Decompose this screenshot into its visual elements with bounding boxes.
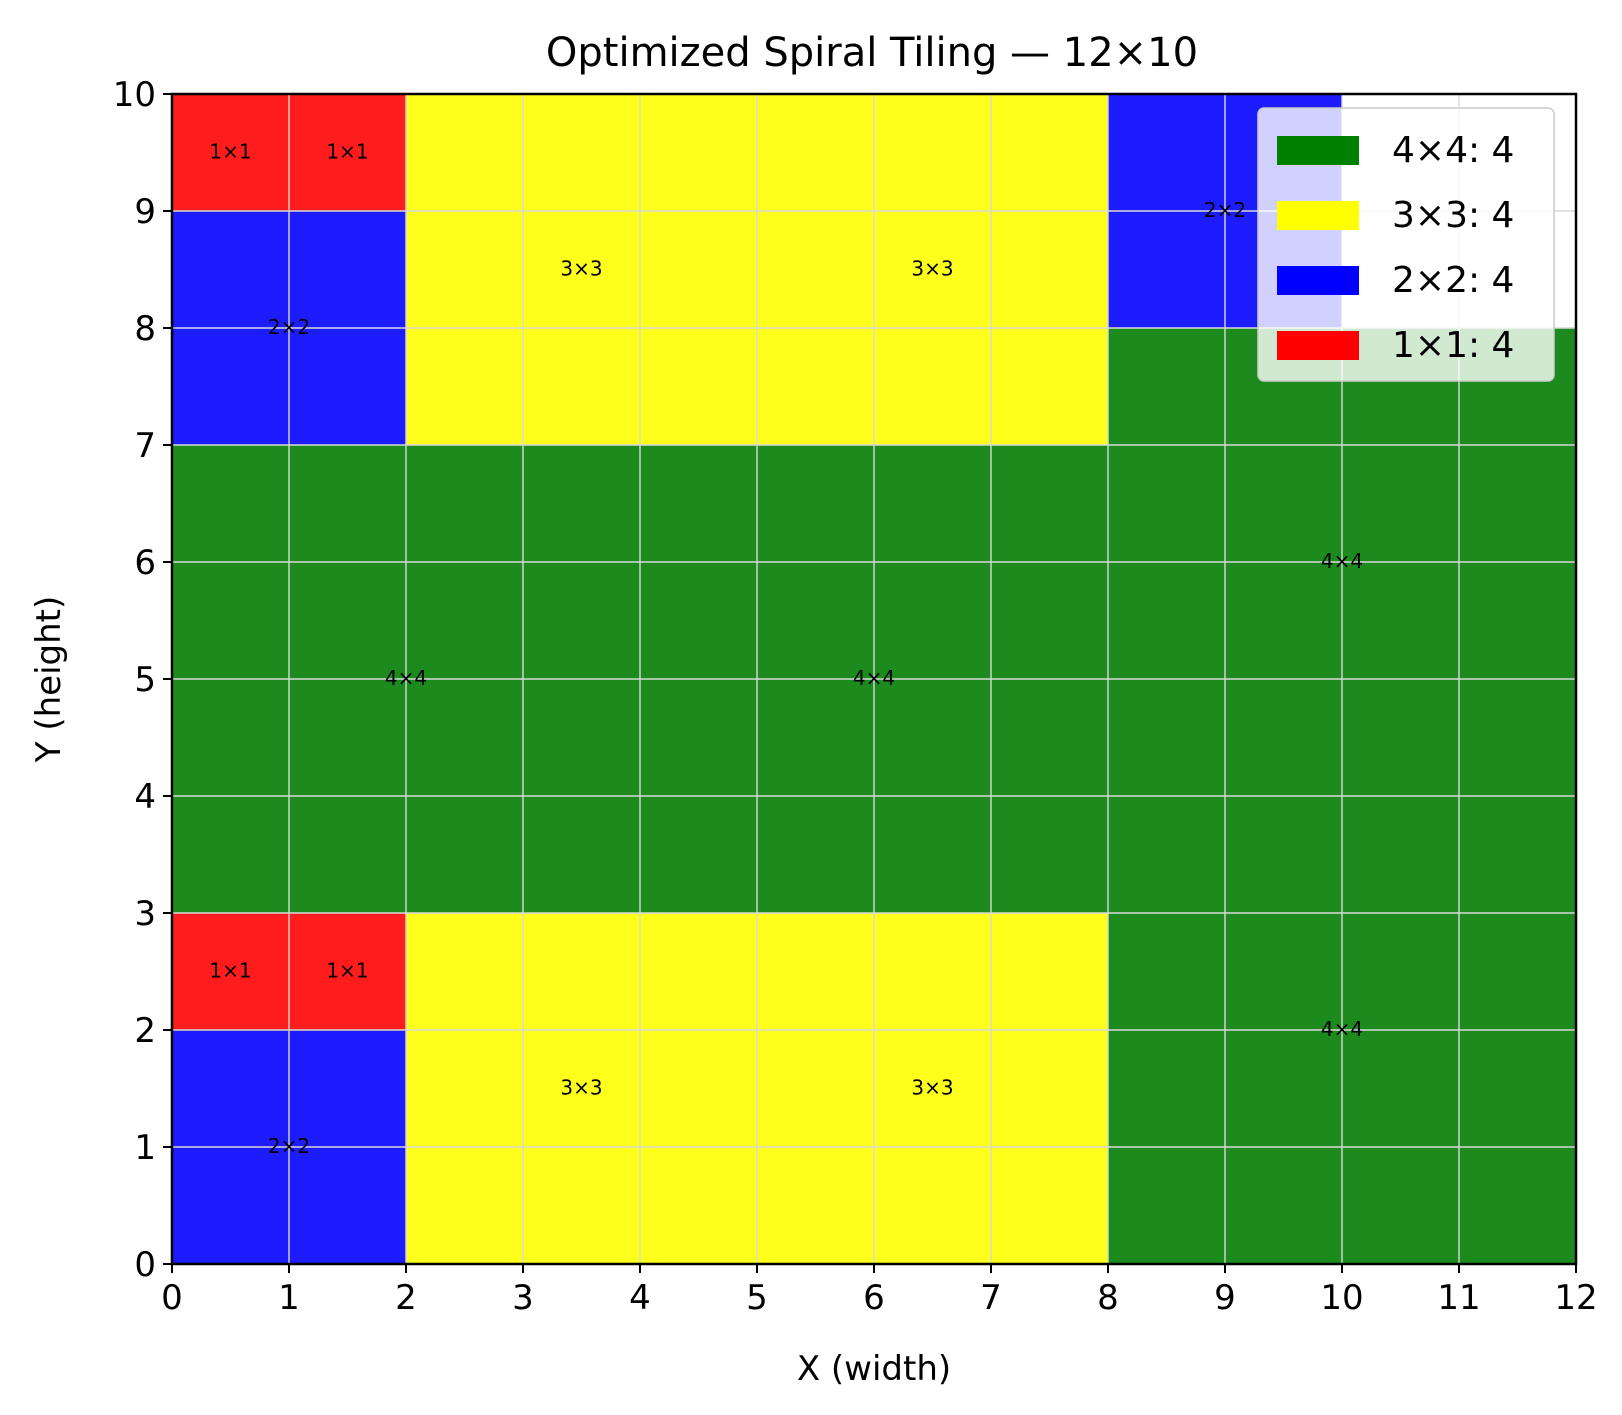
y-tick-label: 7 <box>134 426 156 466</box>
x-tick-label: 3 <box>512 1278 534 1318</box>
x-tick-label: 8 <box>1097 1278 1119 1318</box>
y-tick-label: 5 <box>134 660 156 700</box>
y-axis-label: Y (height) <box>29 596 69 763</box>
y-tick-label: 2 <box>134 1011 156 1051</box>
tile-label: 3×3 <box>560 1076 602 1100</box>
x-tick-label: 0 <box>161 1278 183 1318</box>
y-tick-label: 8 <box>134 309 156 349</box>
x-tick-label: 5 <box>746 1278 768 1318</box>
tile-label: 2×2 <box>268 1134 310 1158</box>
x-tick-label: 4 <box>629 1278 651 1318</box>
y-tick-label: 0 <box>134 1245 156 1285</box>
legend-box <box>1257 107 1555 382</box>
legend-label: 1×1: 4 <box>1392 325 1514 366</box>
tile-label: 3×3 <box>560 257 602 281</box>
legend-swatch-4x4 <box>1277 136 1359 165</box>
x-tick-label: 7 <box>980 1278 1002 1318</box>
tile-label: 4×4 <box>385 666 427 690</box>
tile-label: 1×1 <box>209 959 251 983</box>
tile-label: 2×2 <box>1204 198 1246 222</box>
x-tick-label: 2 <box>395 1278 417 1318</box>
legend-swatch-2x2 <box>1277 266 1359 295</box>
legend-label: 4×4: 4 <box>1392 130 1514 171</box>
legend-swatch-3x3 <box>1277 201 1359 230</box>
tile-label: 1×1 <box>326 140 368 164</box>
chart-title: Optimized Spiral Tiling — 12×10 <box>546 30 1198 76</box>
tile-1x1 <box>288 93 407 212</box>
x-tick-label: 6 <box>863 1278 885 1318</box>
x-axis-label: X (width) <box>797 1349 951 1389</box>
tile-labels-layer: 2×2 1×1 1×1 3×3 3×3 4×4 4×4 4×4 4×4 2×2 1×1 1×1 3×3 3… <box>209 140 1363 1159</box>
y-tick-label: 6 <box>134 543 156 583</box>
legend-label: 3×3: 4 <box>1392 195 1514 236</box>
legend-label: 2×2: 4 <box>1392 260 1514 301</box>
grid-layer <box>172 94 1576 1264</box>
tile-label: 3×3 <box>911 257 953 281</box>
legend-swatch-1x1 <box>1277 331 1359 360</box>
x-tick-label: 10 <box>1320 1278 1363 1318</box>
tile-label: 1×1 <box>326 959 368 983</box>
tile-label: 3×3 <box>911 1076 953 1100</box>
tile-3x3 <box>756 93 1109 446</box>
x-tick-label: 9 <box>1214 1278 1236 1318</box>
tile-label: 2×2 <box>268 315 310 339</box>
y-tick-label: 9 <box>134 192 156 232</box>
y-tick-label: 3 <box>134 894 156 934</box>
x-ticks: 0 1 2 3 4 5 6 7 8 9 10 11 12 <box>161 1264 1598 1318</box>
tile-3x3 <box>405 93 758 446</box>
y-tick-label: 4 <box>134 777 156 817</box>
legend: 4×4: 4 3×3: 4 2×2: 4 1×1: 4 <box>1257 107 1555 382</box>
tile-3x3 <box>405 912 758 1265</box>
x-tick-label: 1 <box>278 1278 300 1318</box>
y-tick-label: 1 <box>134 1128 156 1168</box>
tile-3x3 <box>756 912 1109 1265</box>
tile-label: 4×4 <box>853 666 895 690</box>
x-tick-label: 12 <box>1554 1278 1597 1318</box>
y-ticks: 0 1 2 3 4 5 6 7 8 9 10 <box>113 75 172 1285</box>
tile-label: 4×4 <box>1321 1017 1363 1041</box>
y-tick-label: 10 <box>113 75 156 115</box>
x-tick-label: 11 <box>1437 1278 1480 1318</box>
tile-label: 4×4 <box>1321 549 1363 573</box>
tile-1x1 <box>288 912 407 1031</box>
tile-label: 1×1 <box>209 140 251 164</box>
